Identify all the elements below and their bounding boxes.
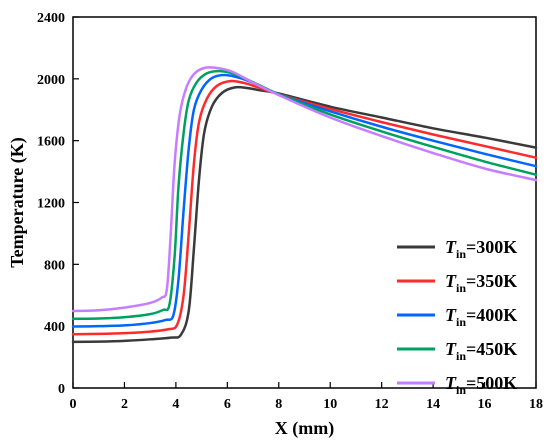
series-layer bbox=[71, 66, 538, 344]
legend-item: Tin=450K bbox=[445, 339, 517, 363]
y-axis-label: Temperature (K) bbox=[7, 137, 28, 267]
axes-layer: 0 2 4 6 8 10 12 14 16 18 0 400 800 1200 1600 2000 2400 X … bbox=[7, 11, 543, 439]
x-tick-label: 16 bbox=[478, 397, 492, 412]
legend-item: Tin=300K bbox=[445, 237, 517, 261]
legend-value: =300K bbox=[466, 237, 517, 257]
x-tick-label: 6 bbox=[224, 397, 231, 412]
series-line-tin-500k bbox=[71, 66, 538, 313]
y-tick-label: 2000 bbox=[37, 73, 65, 88]
y-tick-label: 1600 bbox=[37, 135, 65, 150]
series-line-tin-450k bbox=[71, 69, 538, 320]
legend-value: =400K bbox=[466, 305, 517, 325]
legend-main: T bbox=[445, 271, 457, 291]
x-axis-label: X (mm) bbox=[275, 418, 334, 439]
legend-main: T bbox=[445, 305, 457, 325]
y-tick-label: 0 bbox=[58, 382, 65, 397]
x-tick-label: 4 bbox=[172, 397, 179, 412]
legend-main: T bbox=[445, 237, 457, 257]
legend-item: Tin=350K bbox=[445, 271, 517, 295]
series-line-tin-300k bbox=[71, 85, 538, 344]
x-tick-label: 8 bbox=[275, 397, 282, 412]
legend-subscript: in bbox=[456, 349, 466, 363]
legend-subscript: in bbox=[456, 383, 466, 397]
x-tick-label: 2 bbox=[121, 397, 128, 412]
y-tick-label: 800 bbox=[44, 258, 65, 273]
legend-subscript: in bbox=[456, 247, 466, 261]
legend-value: =450K bbox=[466, 339, 517, 359]
y-tick-label: 2400 bbox=[37, 11, 65, 26]
series-line-tin-350k bbox=[71, 79, 538, 336]
legend-item: Tin=400K bbox=[445, 305, 517, 329]
legend-value: =500K bbox=[466, 373, 517, 393]
x-tick-label: 12 bbox=[375, 397, 389, 412]
legend-value: =350K bbox=[466, 271, 517, 291]
series-line-tin-400k bbox=[71, 73, 538, 328]
x-tick-label: 0 bbox=[70, 397, 77, 412]
legend-subscript: in bbox=[456, 315, 466, 329]
legend-main: T bbox=[445, 373, 457, 393]
y-tick-label: 1200 bbox=[37, 197, 65, 212]
legend-main: T bbox=[445, 339, 457, 359]
legend-subscript: in bbox=[456, 281, 466, 295]
x-tick-label: 14 bbox=[426, 397, 440, 412]
x-tick-label: 18 bbox=[529, 397, 543, 412]
x-tick-label: 10 bbox=[323, 397, 337, 412]
y-tick-label: 400 bbox=[44, 320, 65, 335]
legend-item: Tin=500K bbox=[445, 373, 517, 397]
